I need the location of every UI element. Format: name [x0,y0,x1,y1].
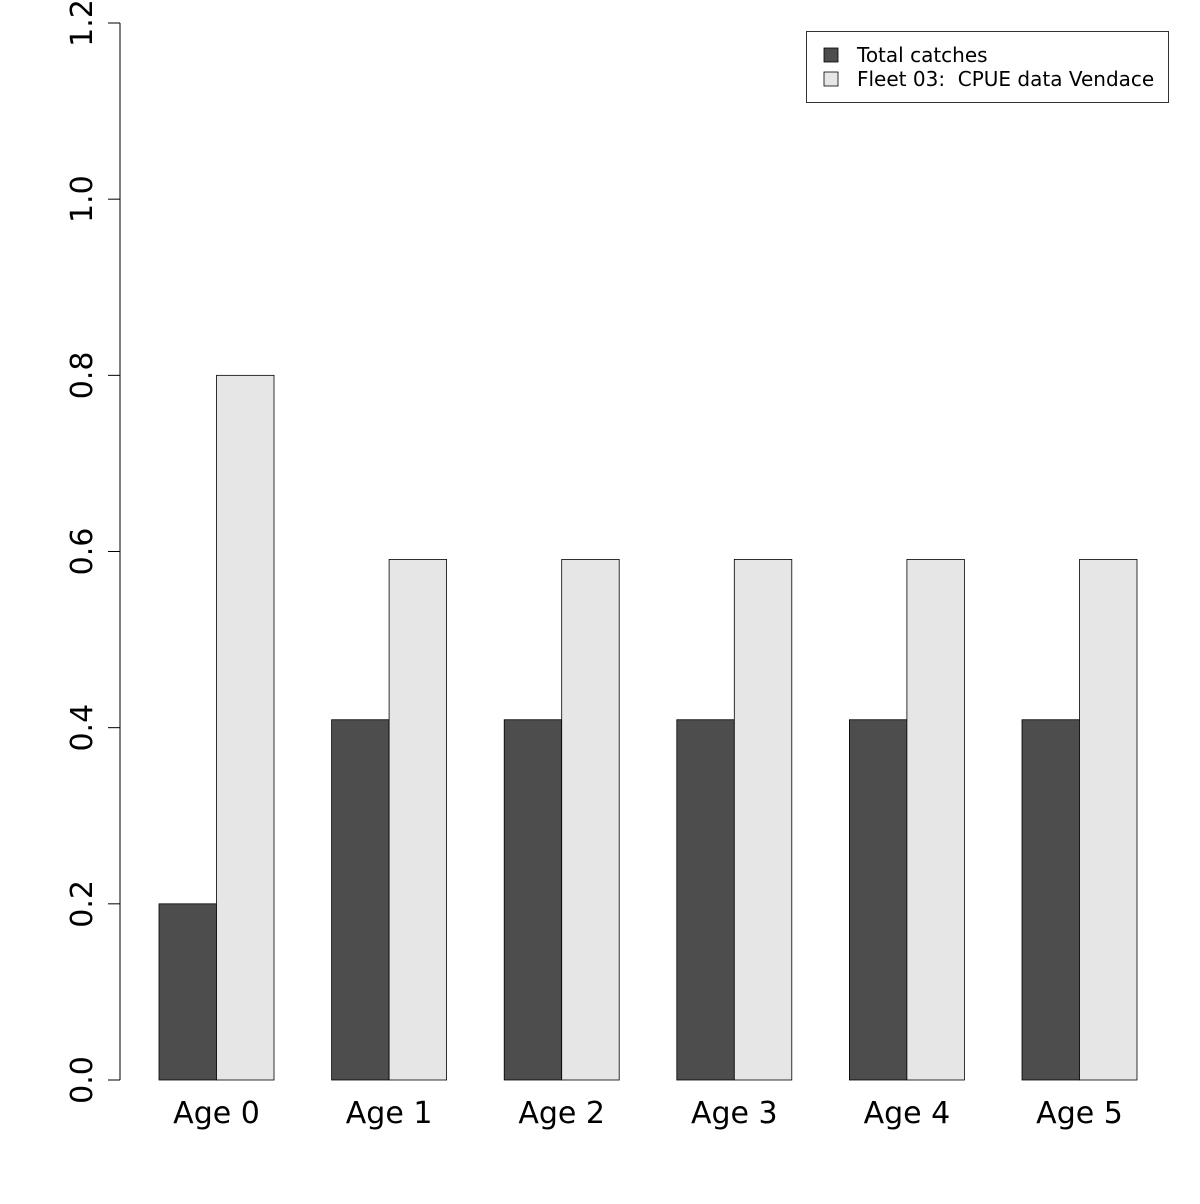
y-tick-label: 0.6 [65,528,100,576]
bar [388,559,448,1081]
x-tick-label: Age 0 [173,1096,260,1131]
legend-box [806,31,1169,103]
y-tick-label: 0.0 [65,1056,100,1104]
bar [1079,559,1138,1081]
legend-swatch [823,47,839,63]
bar [849,719,908,1081]
bar [216,374,275,1081]
y-tick-label: 0.2 [65,880,100,928]
bar [906,559,965,1081]
bars [158,374,1138,1081]
y-tick-label: 0.8 [65,351,100,399]
x-tick-label: Age 3 [691,1096,778,1131]
y-tick-label: 1.0 [65,175,100,223]
x-tick-label: Age 5 [1036,1096,1123,1131]
bar [561,559,620,1081]
legend-label: Fleet 03: CPUE data Vendace [857,67,1154,91]
bar [733,559,793,1081]
bar [503,719,563,1081]
x-tick-label: Age 2 [518,1096,605,1131]
legend-swatch [823,71,839,87]
y-tick-label: 1.2 [65,0,100,47]
bar [1021,719,1080,1081]
x-tick-label: Age 4 [864,1096,951,1131]
y-tick-label: 0.4 [65,704,100,752]
bar [331,719,390,1081]
bar [676,719,735,1081]
bar [158,903,217,1081]
y-axis: 0.0 0.2 0.4 0.6 0.8 1.0 1.2 [65,0,121,1104]
x-axis-labels: Age 0 Age 1 Age 2 Age 3 Age 4 Age 5 [173,1096,1123,1131]
legend-label: Total catches [856,43,988,67]
x-tick-label: Age 1 [346,1096,433,1131]
